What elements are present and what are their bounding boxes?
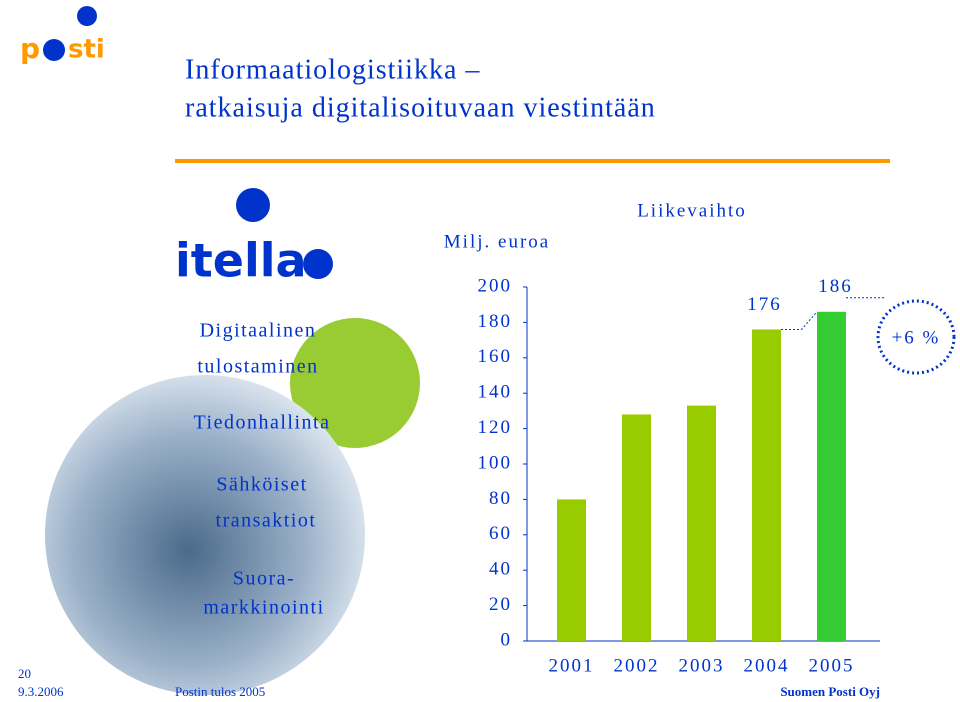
footer-event: Postin tulos 2005	[175, 684, 265, 699]
bar	[687, 405, 716, 641]
bar	[752, 329, 781, 641]
footer-date: 9.3.2006	[18, 684, 64, 699]
bar	[557, 499, 586, 641]
y-tick-label: 20	[489, 594, 512, 615]
page-number: 20	[18, 666, 31, 681]
posti-logo-p: p	[20, 32, 40, 65]
y-tick-label: 200	[478, 275, 513, 296]
flag-photo	[45, 375, 365, 695]
y-tick-label: 160	[478, 346, 513, 367]
growth-connector	[781, 311, 818, 330]
y-tick-label: 40	[489, 559, 512, 580]
footer-company: Suomen Posti Oyj	[780, 684, 880, 699]
chart: Liikevaihto Milj. euroa 0 20 40 60 80 100 120 140…	[444, 200, 956, 676]
y-axis-label: Milj. euroa	[444, 231, 550, 252]
itella-dot	[236, 188, 270, 222]
bar	[622, 414, 651, 641]
data-label: 176	[747, 294, 782, 315]
itella-dot	[303, 249, 333, 279]
itella-logo: itella	[175, 234, 307, 288]
y-tick-label: 180	[478, 311, 513, 332]
annotation-ellipse	[876, 299, 956, 375]
y-tick-label: 60	[489, 523, 512, 544]
x-tick-label: 2004	[744, 655, 790, 676]
y-tick-label: 100	[478, 452, 513, 473]
logo-dot	[43, 39, 65, 61]
list-item: Suora-	[233, 568, 295, 590]
list-item: Tiedonhallinta	[194, 412, 331, 434]
list-item: transaktiot	[216, 510, 317, 532]
list-item: markkinointi	[203, 597, 324, 619]
y-tick-label: 0	[501, 629, 513, 650]
posti-logo-rest: sti	[68, 35, 105, 65]
y-tick-label: 140	[478, 382, 513, 403]
y-tick-label: 80	[489, 488, 512, 509]
list-item: Sähköiset	[216, 474, 307, 496]
list-item: Digitaalinen	[200, 320, 317, 342]
title: ratkaisuja digitalisoituvaan viestintään	[185, 92, 656, 123]
data-label: 186	[818, 276, 853, 297]
chart-title: Liikevaihto	[637, 200, 747, 221]
annotation: +6 %	[892, 327, 941, 348]
logo-dot	[77, 6, 97, 26]
x-tick-label: 2003	[679, 655, 725, 676]
title: Informaatiologistiikka –	[185, 54, 480, 85]
rule	[175, 159, 890, 163]
bar	[817, 311, 846, 641]
y-tick-label: 120	[478, 417, 513, 438]
list-item: tulostaminen	[197, 356, 318, 378]
green-circle	[290, 318, 420, 448]
x-tick-label: 2002	[614, 655, 660, 676]
x-tick-label: 2005	[809, 655, 855, 676]
x-tick-label: 2001	[549, 655, 595, 676]
